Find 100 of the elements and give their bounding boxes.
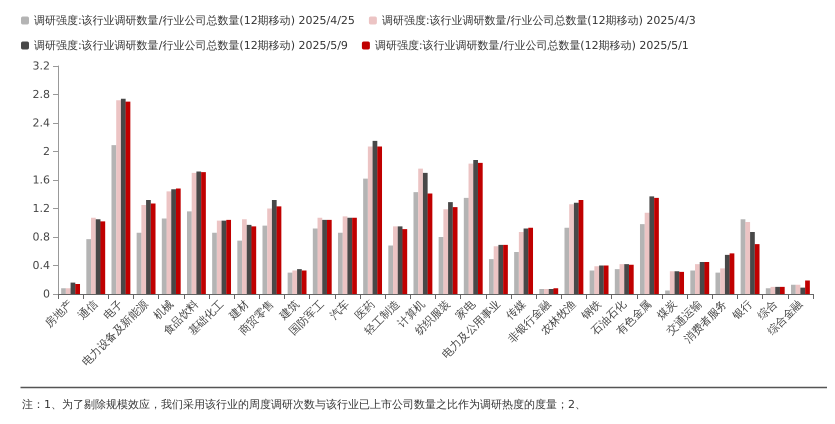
bar (805, 280, 810, 294)
x-tick-label: 银行 (729, 297, 755, 323)
y-tick-label: 0.4 (32, 259, 50, 272)
bar (553, 288, 558, 294)
bar (665, 290, 670, 294)
bar (624, 264, 629, 294)
bar (136, 232, 142, 294)
bar (272, 200, 277, 294)
bar (790, 284, 796, 294)
bar (398, 226, 402, 294)
bar (569, 204, 574, 294)
bar (775, 286, 780, 294)
bar (640, 224, 645, 294)
bar (111, 145, 116, 294)
bar (494, 246, 498, 294)
bar (388, 246, 394, 294)
bar (96, 219, 100, 294)
bar (116, 100, 121, 294)
bar (740, 219, 746, 294)
bar (251, 226, 256, 294)
bar (614, 269, 620, 294)
bar (120, 98, 126, 294)
bar (498, 244, 504, 294)
bar (216, 220, 222, 294)
bar (377, 146, 382, 294)
bar (186, 211, 192, 294)
bar (372, 140, 378, 294)
bar (318, 218, 322, 294)
text: 注：1、为了剔除规模效应，我们采用该行业的周度调研次数与该行业已上市公司数量之比作为调研热度的度量；2、 (22, 398, 586, 411)
legend-label: 调研强度:该行业调研数量/行业公司总数量(12期移动) 2025/4/3 (382, 14, 696, 27)
bar (528, 228, 534, 294)
bar (594, 266, 600, 294)
bar (226, 220, 232, 294)
bar (599, 266, 604, 294)
bar (393, 226, 398, 294)
bar (162, 218, 167, 294)
legend-label: 调研强度:该行业调研数量/行业公司总数量(12期移动) 2025/4/25 (34, 14, 355, 27)
bar (780, 286, 785, 294)
bar (146, 200, 151, 294)
bar (246, 224, 252, 294)
bar (342, 216, 348, 294)
bar (75, 284, 80, 294)
bar (464, 198, 469, 294)
bar (70, 282, 76, 294)
bar (503, 244, 508, 294)
bar (670, 271, 675, 294)
bar (418, 168, 423, 294)
bar (564, 228, 570, 294)
bar (428, 194, 432, 294)
bar (766, 288, 771, 294)
bar (176, 188, 181, 294)
bar (745, 222, 750, 294)
bar (166, 191, 172, 294)
bar (443, 209, 448, 294)
bar (448, 202, 453, 294)
bar (620, 264, 624, 294)
bar (363, 178, 368, 294)
bar (452, 207, 458, 294)
bar (754, 244, 760, 294)
bar (66, 288, 71, 294)
bar (288, 272, 292, 294)
bar (91, 218, 96, 294)
bar (326, 220, 332, 294)
bar (690, 270, 696, 294)
y-tick-label: 2.8 (32, 88, 50, 101)
bar (413, 192, 418, 294)
bar (192, 172, 196, 294)
y-tick-label: 1.2 (32, 202, 50, 215)
bar (715, 272, 720, 294)
bar (150, 204, 156, 294)
bar (770, 286, 776, 294)
x-tick-label: 汽车 (327, 297, 352, 322)
bar (100, 221, 106, 294)
bar (212, 232, 217, 294)
bar (473, 160, 478, 294)
bar (514, 252, 519, 294)
bar (222, 220, 226, 294)
y-tick-label: 3.2 (32, 60, 50, 72)
bar (750, 232, 755, 294)
bar (402, 229, 408, 294)
bar (695, 264, 700, 294)
bar (574, 202, 579, 294)
bar (86, 239, 92, 294)
bar (468, 164, 474, 294)
bar (590, 270, 594, 294)
bar (478, 162, 483, 294)
bar (796, 284, 800, 294)
bar (704, 262, 710, 294)
bar (141, 204, 146, 294)
bar (322, 220, 327, 294)
bar (297, 269, 302, 294)
y-tick-label: 2.4 (32, 116, 50, 130)
bar (267, 208, 272, 294)
bar (604, 266, 609, 294)
bar (724, 254, 730, 294)
bar (347, 218, 352, 294)
bar (196, 171, 202, 294)
bar (312, 228, 318, 294)
bar (352, 218, 357, 294)
bar (262, 226, 268, 294)
